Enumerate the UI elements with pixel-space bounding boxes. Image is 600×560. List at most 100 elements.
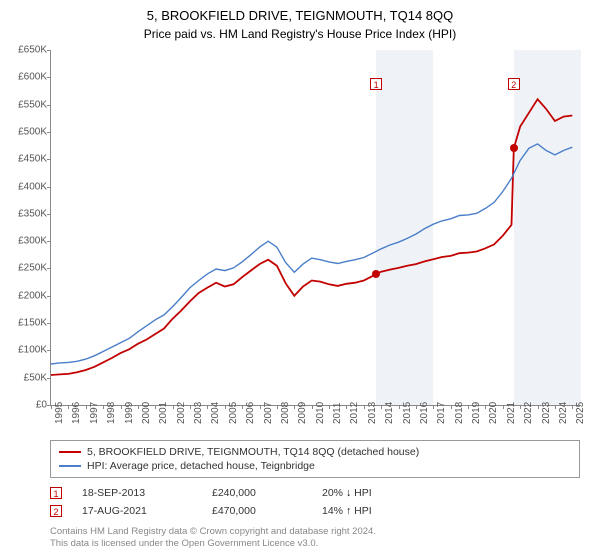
sale-price: £240,000	[212, 487, 302, 499]
x-tick-mark	[572, 405, 573, 409]
y-axis-label: £0	[3, 400, 47, 411]
sale-date: 17-AUG-2021	[82, 505, 192, 517]
y-axis-label: £500K	[3, 126, 47, 137]
x-tick-mark	[346, 405, 347, 409]
y-axis-label: £50K	[3, 372, 47, 383]
chart-container: 5, BROOKFIELD DRIVE, TEIGNMOUTH, TQ14 8Q…	[0, 0, 600, 560]
x-axis-label: 2000	[141, 402, 152, 424]
x-axis-label: 2022	[523, 402, 534, 424]
x-axis-label: 2016	[419, 402, 430, 424]
sale-price: £470,000	[212, 505, 302, 517]
x-tick-mark	[190, 405, 191, 409]
y-tick-mark	[47, 214, 51, 215]
x-tick-mark	[416, 405, 417, 409]
legend-label: 5, BROOKFIELD DRIVE, TEIGNMOUTH, TQ14 8Q…	[87, 446, 419, 458]
x-axis-label: 2013	[367, 402, 378, 424]
x-tick-mark	[433, 405, 434, 409]
x-tick-mark	[451, 405, 452, 409]
x-axis-label: 2002	[176, 402, 187, 424]
y-axis-label: £100K	[3, 345, 47, 356]
y-tick-mark	[47, 378, 51, 379]
footer-text: Contains HM Land Registry data © Crown c…	[50, 526, 580, 551]
x-axis-label: 2005	[228, 402, 239, 424]
line-layer	[51, 50, 581, 405]
y-tick-mark	[47, 350, 51, 351]
x-axis-label: 2020	[488, 402, 499, 424]
x-tick-mark	[121, 405, 122, 409]
x-tick-mark	[86, 405, 87, 409]
sale-date: 18-SEP-2013	[82, 487, 192, 499]
x-tick-mark	[277, 405, 278, 409]
y-axis-label: £250K	[3, 263, 47, 274]
x-tick-mark	[294, 405, 295, 409]
x-tick-mark	[242, 405, 243, 409]
x-axis-label: 2019	[471, 402, 482, 424]
series-line-hpi	[51, 144, 572, 364]
x-axis-label: 2003	[193, 402, 204, 424]
y-tick-mark	[47, 105, 51, 106]
y-tick-mark	[47, 132, 51, 133]
x-tick-mark	[138, 405, 139, 409]
chart-subtitle: Price paid vs. HM Land Registry's House …	[0, 23, 600, 43]
y-tick-mark	[47, 268, 51, 269]
x-tick-mark	[103, 405, 104, 409]
x-tick-mark	[260, 405, 261, 409]
y-axis-label: £300K	[3, 236, 47, 247]
x-tick-mark	[468, 405, 469, 409]
x-axis-label: 1996	[71, 402, 82, 424]
sale-point-2	[510, 144, 518, 152]
x-tick-mark	[225, 405, 226, 409]
x-tick-mark	[364, 405, 365, 409]
x-axis-label: 2008	[280, 402, 291, 424]
y-axis-label: £200K	[3, 290, 47, 301]
legend-area: 5, BROOKFIELD DRIVE, TEIGNMOUTH, TQ14 8Q…	[50, 440, 580, 551]
x-axis-label: 2017	[436, 402, 447, 424]
x-tick-mark	[329, 405, 330, 409]
x-tick-mark	[155, 405, 156, 409]
chart-title: 5, BROOKFIELD DRIVE, TEIGNMOUTH, TQ14 8Q…	[0, 0, 600, 23]
x-axis-label: 1997	[89, 402, 100, 424]
x-tick-mark	[51, 405, 52, 409]
x-tick-mark	[399, 405, 400, 409]
x-axis-label: 2021	[506, 402, 517, 424]
x-axis-label: 2015	[402, 402, 413, 424]
y-axis-label: £150K	[3, 318, 47, 329]
x-axis-label: 1995	[54, 402, 65, 424]
y-axis-label: £350K	[3, 208, 47, 219]
sale-point-1	[372, 270, 380, 278]
sales-table: 118-SEP-2013£240,00020% ↓ HPI217-AUG-202…	[50, 484, 580, 520]
x-tick-mark	[381, 405, 382, 409]
y-tick-mark	[47, 77, 51, 78]
x-axis-label: 2011	[332, 402, 343, 424]
x-axis-label: 2009	[297, 402, 308, 424]
x-axis-label: 2010	[315, 402, 326, 424]
x-tick-mark	[555, 405, 556, 409]
x-axis-label: 2007	[263, 402, 274, 424]
legend-row: 5, BROOKFIELD DRIVE, TEIGNMOUTH, TQ14 8Q…	[59, 445, 571, 459]
x-tick-mark	[68, 405, 69, 409]
footer-line-2: This data is licensed under the Open Gov…	[50, 538, 580, 550]
y-tick-mark	[47, 187, 51, 188]
x-axis-label: 2012	[349, 402, 360, 424]
legend-swatch	[59, 465, 81, 467]
plot-area: £0£50K£100K£150K£200K£250K£300K£350K£400…	[50, 50, 581, 406]
sale-row: 118-SEP-2013£240,00020% ↓ HPI	[50, 484, 580, 502]
x-axis-label: 2025	[575, 402, 586, 424]
x-tick-mark	[520, 405, 521, 409]
y-axis-label: £400K	[3, 181, 47, 192]
footer-line-1: Contains HM Land Registry data © Crown c…	[50, 526, 580, 538]
x-tick-mark	[538, 405, 539, 409]
sale-diff: 14% ↑ HPI	[322, 505, 422, 517]
x-axis-label: 2018	[454, 402, 465, 424]
x-tick-mark	[312, 405, 313, 409]
x-axis-label: 1998	[106, 402, 117, 424]
y-tick-mark	[47, 296, 51, 297]
y-axis-label: £550K	[3, 99, 47, 110]
x-axis-label: 2006	[245, 402, 256, 424]
y-axis-label: £450K	[3, 154, 47, 165]
y-axis-label: £650K	[3, 45, 47, 56]
x-tick-mark	[207, 405, 208, 409]
sale-marker-box-2: 2	[508, 78, 520, 90]
sale-row-marker: 1	[50, 487, 62, 499]
x-axis-label: 2004	[210, 402, 221, 424]
